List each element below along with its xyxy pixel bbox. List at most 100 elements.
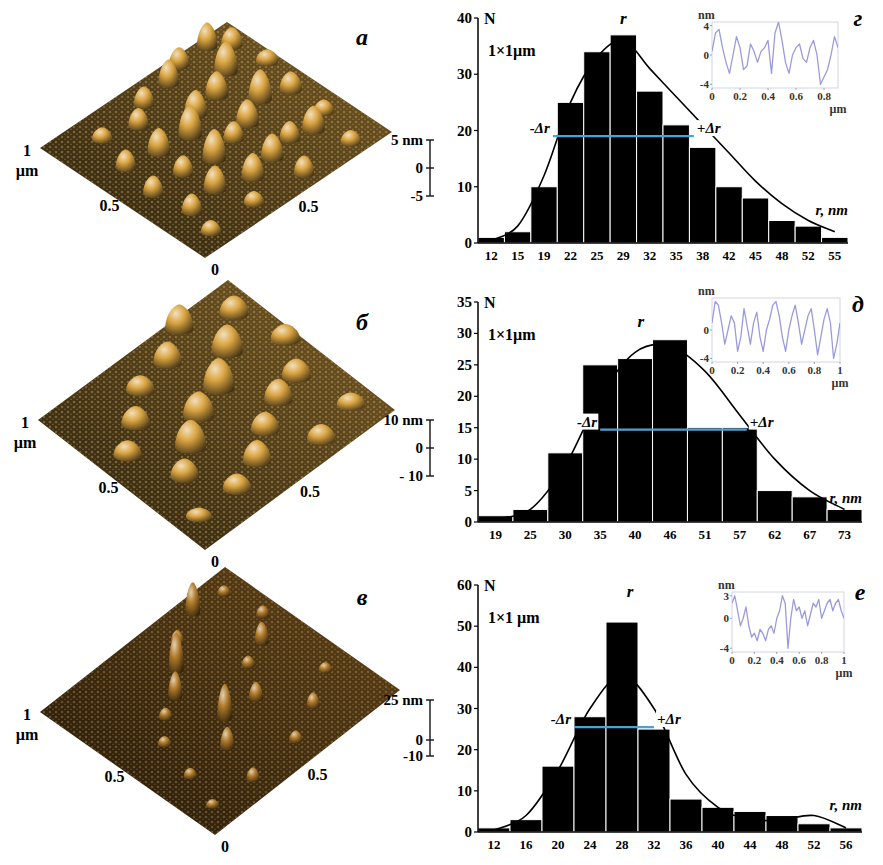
tick-label: -10: [403, 748, 423, 764]
tick-label: 25: [590, 248, 604, 263]
grain-peak: [178, 105, 201, 140]
inset-plot: [712, 22, 838, 84]
delta-r-line: [600, 429, 747, 431]
grain-peak: [249, 682, 263, 702]
tick: [730, 595, 732, 596]
axis-title: µm: [830, 102, 847, 116]
grain-peak: [341, 130, 361, 147]
panel-letter: а: [356, 24, 368, 50]
tick-label: 0.6: [782, 364, 796, 376]
delta-r-line: [553, 135, 694, 137]
delta-label-group: +Δr: [749, 414, 775, 430]
tick-label: 30: [559, 527, 572, 542]
inset: -40300.20.40.60.81nmµm: [718, 578, 852, 680]
label-patch: [626, 582, 635, 601]
bar: [638, 729, 670, 832]
tick: [474, 626, 478, 627]
tick-label: 45: [749, 248, 763, 263]
axis-title: r, nm: [815, 202, 848, 218]
x-axis: [478, 521, 862, 523]
grain-peak: [214, 41, 237, 76]
tick: [426, 755, 434, 757]
bar: [583, 365, 618, 522]
tick-label: 22: [564, 248, 577, 263]
tick-label: 20: [457, 123, 472, 139]
tick-label: 1: [21, 414, 29, 431]
tick: [710, 55, 712, 56]
grain-peak: [173, 155, 193, 178]
tick-label: 0.2: [731, 364, 745, 376]
delta-label: +Δr: [657, 711, 681, 727]
tick-label: 0: [704, 324, 710, 336]
tick-label: 24: [584, 837, 598, 852]
grain-peak: [307, 692, 320, 709]
tick: [426, 139, 434, 141]
bar: [574, 717, 606, 832]
tick-label: 0: [221, 838, 229, 855]
grain-peak: [307, 424, 335, 445]
profile-line: [712, 302, 840, 359]
delta-label-group: -Δr: [576, 414, 598, 430]
tick-label: 10: [457, 179, 472, 195]
grain-peak: [153, 342, 181, 369]
axis-title: µm: [14, 434, 37, 452]
grain-peak: [217, 585, 230, 597]
tick-label: 0.5: [300, 483, 320, 500]
tick-label: 20: [457, 388, 472, 404]
grain-peak: [175, 420, 206, 454]
bar: [795, 226, 821, 243]
bar: [637, 91, 663, 243]
bar: [769, 221, 795, 244]
grain-peak: [244, 191, 264, 208]
plot-area: [478, 622, 862, 832]
tick-label: 51: [698, 527, 711, 542]
label-patch: [749, 414, 775, 430]
tick: [710, 25, 712, 26]
tick-label: -5: [411, 188, 424, 204]
tick: [474, 459, 478, 460]
panel-letter: б: [356, 309, 369, 335]
tick-label: 1: [23, 142, 31, 159]
tick-label: 35: [670, 248, 684, 263]
tick-label: 40: [629, 527, 642, 542]
tick-label: 56: [840, 837, 854, 852]
delta-label: +Δr: [750, 414, 774, 430]
axis-title: N: [484, 577, 496, 594]
grain-peak: [217, 684, 232, 722]
tick-label: 50: [457, 618, 472, 634]
y-axis: [477, 302, 479, 522]
tick: [474, 490, 478, 491]
grain-peak: [182, 194, 202, 217]
tick-label: 52: [802, 248, 815, 263]
grain-peak: [169, 633, 184, 674]
tick-label: 28: [616, 837, 630, 852]
tick-label: 38: [696, 248, 710, 263]
bar: [702, 807, 734, 832]
grain-peak: [219, 296, 248, 321]
panel-letter: д: [852, 291, 864, 317]
tick: [474, 831, 478, 832]
grain-peak: [264, 379, 292, 406]
grain-peak: [282, 358, 311, 383]
afm-surface: [40, 22, 392, 258]
tick: [426, 195, 434, 197]
tick: [474, 242, 478, 243]
bar: [757, 491, 792, 522]
subtitle: 1×1µm: [488, 42, 536, 60]
bar: [687, 428, 722, 522]
grain-peak: [197, 22, 217, 51]
profile-line: [732, 596, 844, 649]
tick-label: 0.2: [748, 654, 762, 666]
tick: [474, 708, 478, 709]
grain-peak: [220, 727, 234, 751]
tick-label: 57: [733, 527, 747, 542]
tick: [474, 749, 478, 750]
axis-title: nm: [698, 8, 715, 22]
axis-title: r, nm: [829, 490, 862, 506]
bar: [557, 102, 583, 243]
plot-area: [478, 340, 862, 522]
surface-base: [40, 22, 392, 258]
tick-label: - 10: [399, 468, 423, 484]
label-patch: [550, 711, 572, 727]
delta-label: -Δr: [551, 711, 571, 727]
